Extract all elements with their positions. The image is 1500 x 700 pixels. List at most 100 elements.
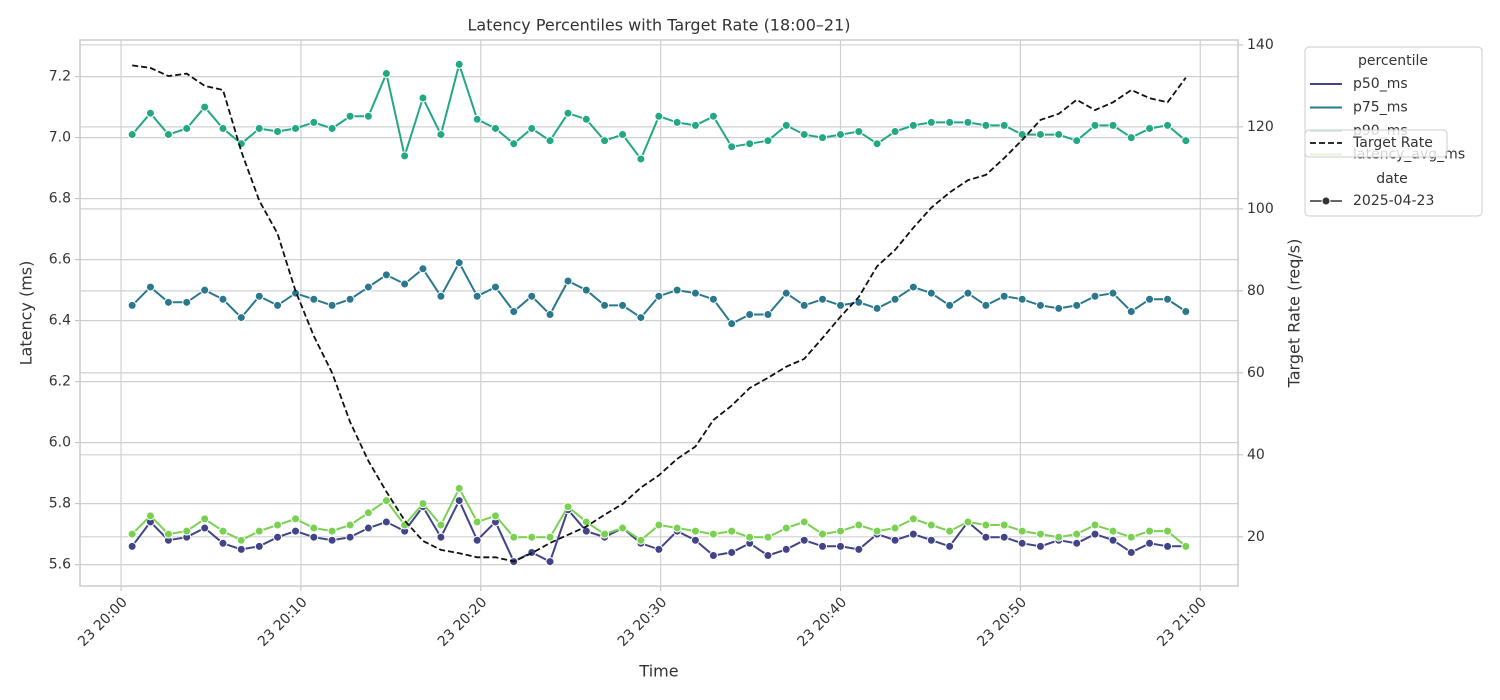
data-point <box>1035 130 1045 140</box>
data-point <box>836 130 846 140</box>
plot-frame <box>79 39 1239 587</box>
data-point <box>182 123 192 133</box>
data-point <box>999 532 1009 542</box>
data-point <box>1126 547 1136 557</box>
data-point <box>836 300 846 310</box>
data-point <box>381 496 391 506</box>
data-point <box>1072 136 1082 146</box>
data-point <box>636 535 646 545</box>
data-point <box>527 532 537 542</box>
data-point <box>327 123 337 133</box>
data-point <box>690 288 700 298</box>
legend-box <box>1304 129 1448 158</box>
data-point <box>545 532 555 542</box>
data-point <box>654 520 664 530</box>
data-point <box>763 136 773 146</box>
data-point <box>799 130 809 140</box>
data-point <box>872 139 882 149</box>
data-point <box>254 526 264 536</box>
data-point <box>454 59 464 69</box>
data-point <box>654 291 664 301</box>
y2-tick-label: 140 <box>1247 37 1274 53</box>
data-point <box>163 529 173 539</box>
data-point <box>236 313 246 323</box>
data-point <box>418 499 428 509</box>
data-point <box>781 544 791 554</box>
legend-title: percentile <box>1358 53 1428 69</box>
data-point <box>1126 133 1136 143</box>
data-point <box>727 526 737 536</box>
data-point <box>182 297 192 307</box>
data-point <box>145 108 155 118</box>
data-point <box>1054 130 1064 140</box>
y-tick-label: 6.2 <box>49 374 71 390</box>
data-point <box>490 282 500 292</box>
data-point <box>799 535 809 545</box>
y-tick-label: 6.6 <box>49 252 71 268</box>
chart-title: Latency Percentiles with Target Rate (18… <box>467 16 850 35</box>
data-point <box>854 520 864 530</box>
data-point <box>472 517 482 527</box>
data-point <box>545 136 555 146</box>
data-point <box>563 108 573 118</box>
data-point <box>418 93 428 103</box>
data-point <box>781 120 791 130</box>
data-point <box>509 306 519 316</box>
data-point <box>926 535 936 545</box>
data-point <box>218 123 228 133</box>
data-point <box>436 130 446 140</box>
data-point <box>818 133 828 143</box>
data-point <box>836 526 846 536</box>
data-point <box>890 294 900 304</box>
data-point <box>327 300 337 310</box>
legend-label: Target Rate <box>1352 135 1433 151</box>
data-point <box>1017 538 1027 548</box>
data-point <box>799 300 809 310</box>
data-point <box>400 520 410 530</box>
data-point <box>672 117 682 127</box>
data-point <box>1108 535 1118 545</box>
data-point <box>708 111 718 121</box>
data-point <box>1163 294 1173 304</box>
data-point <box>727 319 737 329</box>
data-point <box>818 294 828 304</box>
data-point <box>363 523 373 533</box>
data-point <box>1108 288 1118 298</box>
legend-label: 2025-04-23 <box>1353 193 1434 209</box>
data-point <box>1017 294 1027 304</box>
data-point <box>1126 306 1136 316</box>
y-tick-label: 5.8 <box>49 496 71 512</box>
data-point <box>926 117 936 127</box>
data-point <box>1090 291 1100 301</box>
data-point <box>872 526 882 536</box>
legend-label: p50_ms <box>1353 76 1408 92</box>
data-point <box>236 544 246 554</box>
data-point <box>908 529 918 539</box>
data-point <box>999 291 1009 301</box>
data-point <box>1145 526 1155 536</box>
series-line <box>132 64 1187 563</box>
data-point <box>1054 532 1064 542</box>
y-axis-label: Latency (ms) <box>17 261 36 366</box>
data-point <box>436 532 446 542</box>
data-point <box>163 297 173 307</box>
y2-axis-label: Target Rate (req/s) <box>1285 239 1304 389</box>
y-tick-label: 5.6 <box>49 557 71 573</box>
data-point <box>963 517 973 527</box>
data-point <box>999 120 1009 130</box>
data-point <box>273 532 283 542</box>
data-point <box>454 483 464 493</box>
data-point <box>708 529 718 539</box>
data-point <box>291 123 301 133</box>
data-point <box>454 496 464 506</box>
data-point <box>690 526 700 536</box>
data-point <box>1072 300 1082 310</box>
y2-tick-label: 80 <box>1247 283 1265 299</box>
data-point <box>145 511 155 521</box>
data-point <box>618 523 628 533</box>
y-tick-label: 7.2 <box>49 69 71 85</box>
data-point <box>545 310 555 320</box>
data-point <box>600 136 610 146</box>
